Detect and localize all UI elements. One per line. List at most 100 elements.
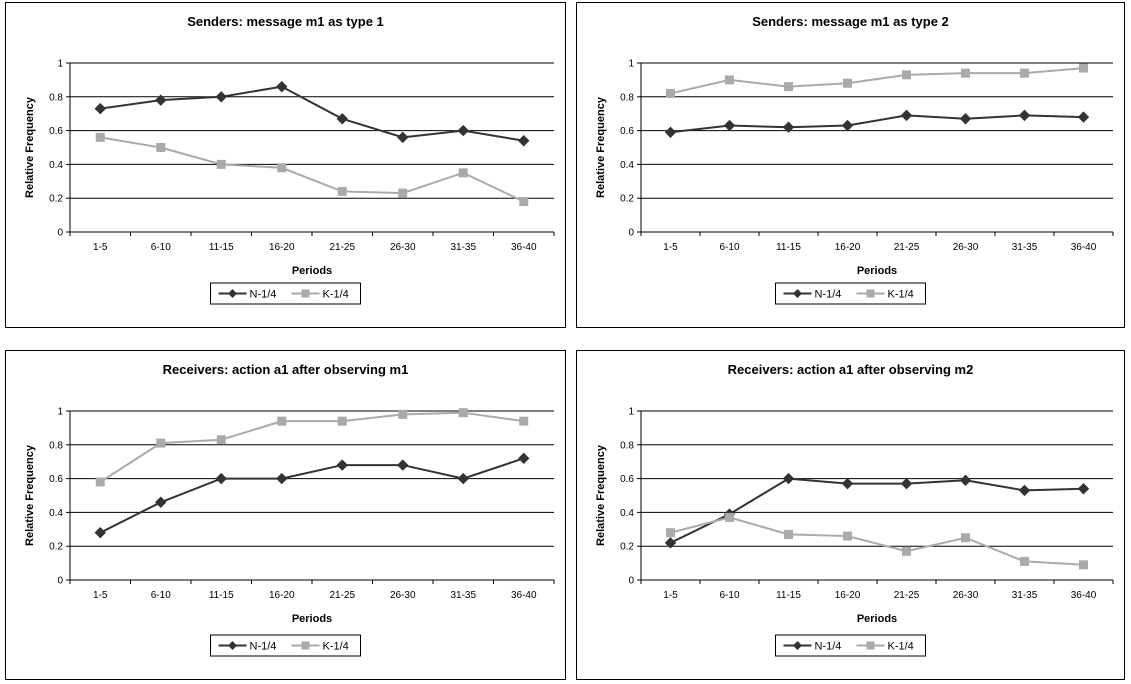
chart-title: Receivers: action a1 after observing m2 (728, 362, 974, 377)
data-point-diamond (1018, 484, 1031, 497)
x-tick-label: 1-5 (93, 242, 108, 253)
data-point-square (902, 70, 911, 80)
data-point-square (1020, 68, 1029, 78)
data-point-square (666, 88, 675, 98)
y-tick-label: 1 (57, 59, 63, 70)
data-point-diamond (397, 459, 409, 471)
x-tick-label: 1-5 (663, 242, 678, 253)
data-point-diamond (397, 131, 409, 144)
data-point-square (156, 438, 166, 448)
data-point-square (784, 529, 793, 539)
data-point-square (95, 477, 105, 487)
data-point-diamond (457, 472, 469, 485)
x-tick-label: 36-40 (1071, 590, 1097, 601)
x-tick-label: 16-20 (269, 590, 295, 601)
y-axis-title: Relative Frequency (24, 444, 36, 546)
y-tick-label: 0 (628, 576, 634, 587)
x-tick-label: 26-30 (390, 242, 416, 253)
x-tick-label: 36-40 (1071, 242, 1097, 253)
data-point-diamond (1018, 109, 1031, 122)
x-axis-title: Periods (292, 265, 332, 277)
x-tick-label: 6-10 (719, 242, 739, 253)
data-point-diamond (518, 452, 530, 465)
data-point-square (458, 408, 468, 418)
data-point-square (337, 186, 347, 196)
legend-marker-square (301, 289, 310, 298)
data-point-square (784, 82, 793, 92)
data-point-diamond (94, 102, 106, 115)
data-point-square (961, 68, 970, 78)
series-line-1 (99, 457, 525, 534)
x-tick-label: 36-40 (511, 242, 537, 253)
series-line-1 (100, 85, 524, 142)
x-tick-label: 1-5 (663, 590, 678, 601)
y-axis-title: Relative Frequency (24, 96, 36, 198)
data-point-square (398, 188, 408, 198)
x-tick-label: 6-10 (151, 242, 171, 253)
series-line-1 (670, 477, 1084, 544)
y-axis-title: Relative Frequency (595, 96, 607, 198)
x-tick-label: 16-20 (835, 242, 861, 253)
chart-panel-1: Senders: message m1 as type 1 0 0.2 0.4 0.6 0… (5, 2, 566, 328)
y-tick-label: 0.8 (49, 92, 63, 103)
data-point-square (337, 416, 347, 426)
data-point-square (725, 512, 734, 522)
data-point-diamond (782, 472, 795, 485)
y-tick-label: 1 (628, 407, 634, 418)
legend-label: N-1/4 (815, 289, 842, 301)
legend-marker-diamond (228, 641, 237, 650)
x-tick-label: 21-25 (329, 590, 355, 601)
data-point-square (519, 197, 529, 207)
data-point-diamond (959, 113, 972, 125)
chart-title: Senders: message m1 as type 2 (752, 14, 949, 29)
y-tick-label: 0.8 (49, 440, 63, 451)
x-tick-label: 11-15 (209, 590, 234, 601)
data-point-diamond (94, 526, 106, 539)
y-tick-label: 0.6 (49, 126, 63, 137)
data-point-square (398, 409, 408, 419)
chart-title: Senders: message m1 as type 1 (187, 14, 384, 29)
data-point-diamond (336, 113, 348, 125)
y-tick-label: 0 (57, 228, 63, 239)
data-point-square (843, 78, 852, 88)
x-tick-label: 26-30 (953, 590, 979, 601)
chart-panel-4: Receivers: action a1 after observing m2 0… (576, 350, 1125, 680)
series-line-2 (100, 136, 525, 203)
y-tick-label: 0.2 (620, 194, 634, 205)
data-point-square (277, 163, 287, 173)
data-point-square (1020, 556, 1029, 566)
x-tick-label: 31-35 (450, 590, 476, 601)
x-tick-label: 6-10 (719, 590, 739, 601)
data-point-square (1079, 560, 1088, 570)
x-tick-label: 16-20 (835, 590, 861, 601)
y-tick-label: 0.8 (620, 440, 634, 451)
data-point-diamond (900, 477, 913, 490)
legend-label: K-1/4 (323, 641, 349, 653)
y-tick-label: 0.2 (620, 542, 634, 553)
legend-marker-diamond (793, 289, 802, 298)
legend-marker-square (301, 641, 310, 650)
y-tick-label: 0.4 (49, 160, 63, 171)
x-tick-label: 31-35 (1012, 242, 1038, 253)
legend-label: K-1/4 (888, 289, 914, 301)
x-tick-label: 11-15 (776, 590, 801, 601)
legend (775, 282, 926, 305)
data-point-diamond (1077, 483, 1090, 495)
x-tick-label: 11-15 (776, 242, 801, 253)
y-tick-label: 0.8 (620, 92, 634, 103)
legend (210, 634, 361, 657)
x-tick-label: 26-30 (953, 242, 979, 253)
data-point-diamond (457, 124, 469, 137)
y-tick-label: 0.4 (620, 508, 634, 519)
x-tick-label: 11-15 (209, 242, 234, 253)
x-tick-label: 6-10 (151, 590, 171, 601)
data-point-diamond (215, 91, 227, 103)
data-point-square (1079, 63, 1088, 73)
x-tick-label: 36-40 (511, 590, 537, 601)
data-point-square (216, 159, 226, 169)
legend-marker-square (866, 289, 875, 298)
data-point-square (519, 416, 529, 426)
chart-title: Receivers: action a1 after observing m1 (163, 362, 409, 377)
x-tick-label: 31-35 (1012, 590, 1038, 601)
y-tick-label: 0.6 (620, 474, 634, 485)
